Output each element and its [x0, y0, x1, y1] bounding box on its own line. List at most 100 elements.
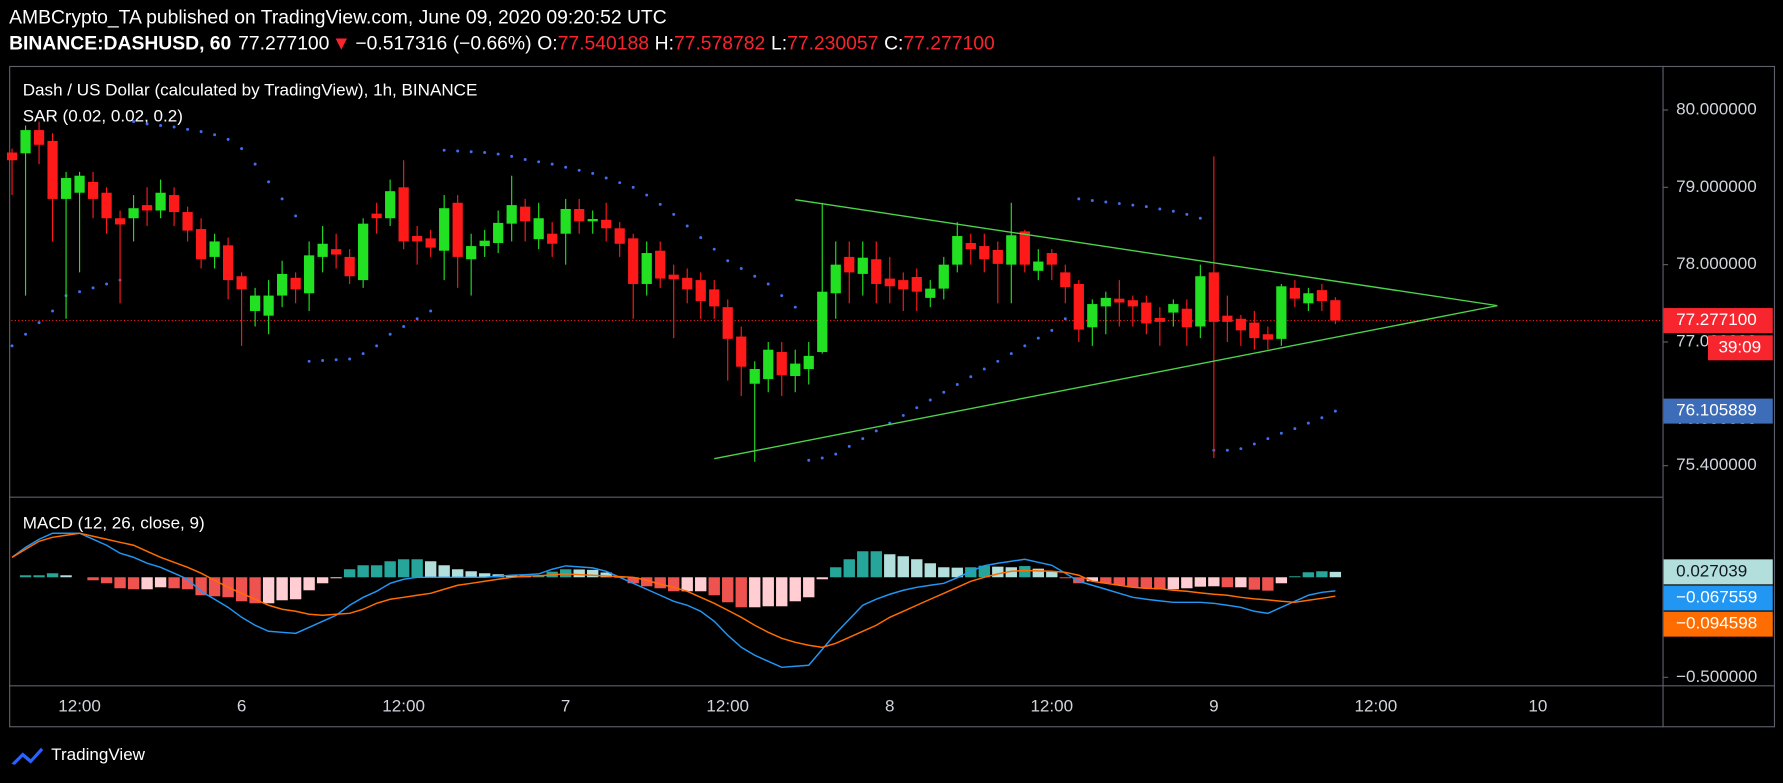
macd-histogram-bar	[641, 577, 653, 587]
candle-body	[209, 241, 220, 257]
macd-histogram-bar	[303, 577, 315, 591]
candle-body	[249, 295, 261, 312]
x-tick-label: 8	[885, 696, 894, 715]
sar-dot	[1306, 421, 1310, 425]
macd-histogram-bar	[114, 577, 126, 589]
candle-body	[425, 238, 436, 248]
macd-histogram-bar	[1127, 577, 1139, 588]
symbol: BINANCE:DASHUSD, 60	[9, 33, 231, 54]
countdown: 39:09	[1718, 337, 1761, 356]
x-tick-label: 12:00	[1355, 696, 1398, 715]
candle-body	[290, 277, 301, 290]
sar-dot	[1077, 197, 1081, 201]
sar-dot	[564, 165, 568, 169]
sar-dot	[78, 290, 82, 294]
macd-histogram-bar	[722, 577, 734, 603]
sar-legend: SAR (0.02, 0.02, 0.2)	[23, 107, 183, 126]
macd-histogram-bar	[1316, 571, 1328, 578]
x-tick-label: 6	[237, 696, 246, 715]
sar-dot	[1144, 205, 1148, 209]
sar-dot	[1279, 431, 1283, 435]
candle-body	[304, 255, 315, 294]
sar-dot	[604, 176, 608, 180]
sar-dot	[901, 413, 905, 417]
y-tick-label: −0.500000	[1676, 667, 1757, 686]
candle-body	[857, 257, 868, 274]
macd-histogram-bar	[1086, 577, 1099, 582]
macd-histogram-bar	[343, 569, 356, 578]
macd-legend: MACD (12, 26, close, 9)	[23, 513, 205, 532]
sar-dot	[793, 305, 797, 309]
price-label: 76.105889	[1676, 401, 1757, 420]
candle-body	[371, 213, 382, 219]
sar-dot	[537, 160, 541, 164]
sar-dot	[24, 332, 28, 336]
macd-histogram-bar	[478, 573, 491, 578]
candle-body	[412, 236, 423, 242]
sar-dot	[294, 214, 298, 218]
macd-histogram-bar	[411, 559, 423, 578]
candle-body	[938, 264, 949, 289]
candle-body	[506, 205, 517, 224]
sar-dot	[942, 390, 946, 394]
candle-body	[844, 256, 855, 273]
candle-body	[641, 253, 652, 284]
macd-histogram-bar	[1208, 577, 1220, 587]
candle-body	[277, 273, 288, 296]
macd-histogram-bar	[600, 572, 612, 578]
macd-histogram-bar	[681, 577, 693, 592]
sar-dot	[577, 168, 581, 172]
candle-body	[1262, 334, 1273, 340]
symbol-line: BINANCE:DASHUSD, 60 77.277100 ▼ −0.517316 (…	[9, 33, 995, 54]
macd-histogram-bar	[978, 565, 990, 578]
candle-body	[992, 249, 1003, 264]
candle-body	[74, 175, 85, 193]
sar-dot	[240, 147, 244, 151]
candle-body	[1181, 308, 1192, 328]
candle-body	[1235, 318, 1246, 331]
sar-dot	[226, 137, 230, 141]
sar-dot	[1239, 447, 1243, 451]
trend-line	[714, 304, 1498, 460]
sar-dot	[91, 286, 95, 290]
sar-dot	[874, 429, 878, 433]
macd-histogram-bar	[289, 577, 302, 600]
macd-histogram-bar	[1275, 577, 1288, 584]
macd-histogram-bar	[397, 559, 410, 578]
macd-histogram-bar	[654, 577, 666, 589]
sar-dot	[1158, 207, 1162, 211]
macd-histogram-bar	[627, 577, 639, 584]
macd-histogram-bar	[141, 577, 153, 590]
sar-dot	[807, 458, 811, 462]
candle-body	[1168, 304, 1179, 313]
candle-body	[979, 246, 990, 260]
sar-dot	[699, 236, 703, 240]
macd-histogram-bar	[1262, 577, 1274, 591]
sar-dot	[618, 181, 622, 185]
macd-histogram-bar	[465, 571, 477, 578]
candle-body	[830, 264, 841, 294]
macd-histogram-bar	[1329, 571, 1342, 578]
sar-dot	[1320, 416, 1324, 420]
macd-histogram-bar	[195, 577, 207, 596]
candle-body	[452, 202, 463, 257]
sar-dot	[739, 267, 743, 270]
candle-body	[790, 363, 801, 376]
sar-dot	[658, 202, 662, 206]
macd-histogram-bar	[951, 567, 963, 578]
sar-dot	[496, 152, 500, 156]
macd-histogram-bar	[127, 577, 140, 590]
sar-dot	[1293, 427, 1297, 431]
sar-dot	[267, 180, 271, 184]
candle-body	[560, 208, 571, 234]
macd-histogram-bar	[735, 577, 747, 608]
candle-body	[1303, 293, 1314, 304]
macd-histogram-bar	[870, 551, 882, 578]
candle-body	[222, 245, 234, 281]
sar-dot	[442, 148, 446, 152]
candle-body	[871, 259, 882, 284]
candle-body	[1289, 287, 1300, 299]
x-tick-label: 7	[561, 696, 570, 715]
sar-dot	[253, 162, 257, 166]
candle-body	[439, 208, 450, 251]
